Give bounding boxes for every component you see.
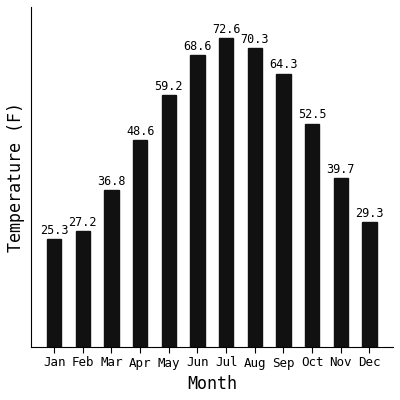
Y-axis label: Temperature (F): Temperature (F) bbox=[7, 102, 25, 252]
Text: 72.6: 72.6 bbox=[212, 23, 240, 36]
Bar bbox=[305, 124, 319, 347]
Text: 27.2: 27.2 bbox=[68, 216, 97, 229]
Bar bbox=[276, 74, 290, 347]
Text: 52.5: 52.5 bbox=[298, 108, 326, 121]
Bar bbox=[248, 48, 262, 347]
Text: 39.7: 39.7 bbox=[326, 162, 355, 176]
Bar bbox=[219, 38, 233, 347]
Text: 59.2: 59.2 bbox=[154, 80, 183, 93]
Bar bbox=[133, 140, 147, 347]
Text: 64.3: 64.3 bbox=[269, 58, 298, 71]
Text: 70.3: 70.3 bbox=[240, 33, 269, 46]
Text: 25.3: 25.3 bbox=[40, 224, 68, 237]
Text: 68.6: 68.6 bbox=[183, 40, 212, 53]
Bar bbox=[362, 222, 376, 347]
Bar bbox=[104, 190, 119, 347]
Text: 36.8: 36.8 bbox=[97, 175, 126, 188]
Bar bbox=[47, 239, 61, 347]
Text: 48.6: 48.6 bbox=[126, 125, 154, 138]
Bar bbox=[190, 55, 205, 347]
Bar bbox=[76, 231, 90, 347]
Bar bbox=[162, 95, 176, 347]
Text: 29.3: 29.3 bbox=[355, 207, 384, 220]
X-axis label: Month: Month bbox=[187, 375, 237, 393]
Bar bbox=[334, 178, 348, 347]
